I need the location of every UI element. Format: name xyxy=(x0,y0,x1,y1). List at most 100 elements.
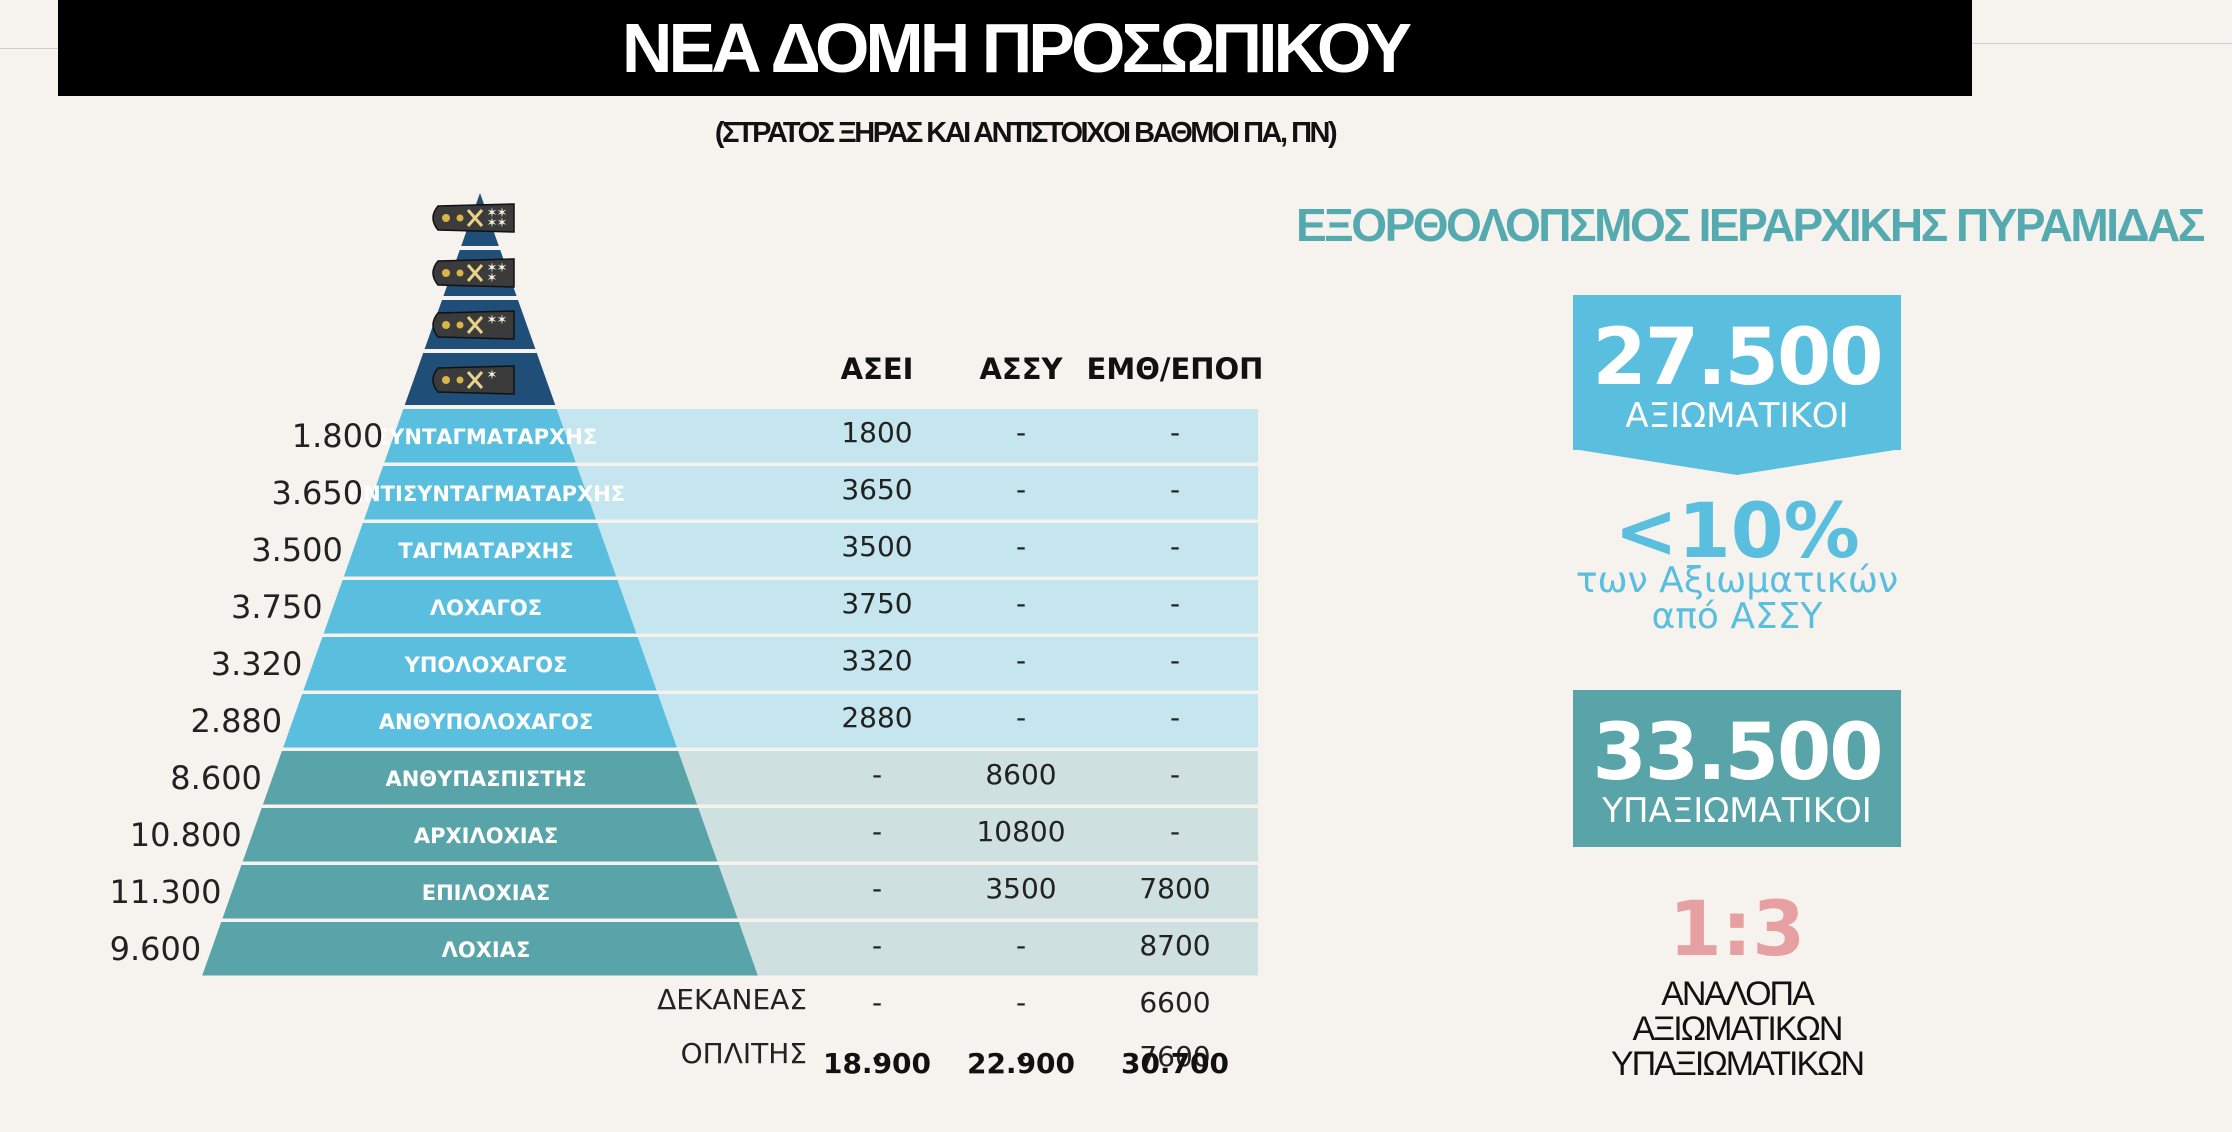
pyramid-tier xyxy=(323,580,637,634)
table-cell: 7800 xyxy=(1139,872,1211,905)
table-cell: 7600 xyxy=(1139,1039,1211,1073)
column-total: 18.900 xyxy=(822,1047,932,1080)
assy-percentage-value: <10% xyxy=(1614,486,1860,575)
pyramid-tier xyxy=(283,694,677,748)
svg-text:✶: ✶ xyxy=(487,216,498,231)
pyramid-tier xyxy=(262,751,698,805)
table-cell: - xyxy=(1015,701,1027,734)
ratio-caption: ΑΝΑΛΟΠΑ ΑΞΙΩΜΑΤΙΚΩΝ ΥΠΑΞΙΩΜΑΤΙΚΩΝ xyxy=(1537,977,1937,1082)
pyramid-tier xyxy=(364,466,596,520)
top-right-rule xyxy=(1972,43,2232,44)
table-cell: - xyxy=(1015,416,1027,449)
ratio-value: 1:3 xyxy=(1668,884,1806,973)
nco-total-box: 33.500 ΥΠΑΞΙΩΜΑΤΙΚΟΙ xyxy=(1573,690,1901,847)
table-cell: - xyxy=(1169,530,1181,563)
svg-text:✶: ✶ xyxy=(497,261,508,276)
pyramid-tier xyxy=(202,922,758,976)
pyramid-tier xyxy=(303,637,657,691)
table-cell: - xyxy=(871,872,883,905)
header-assy: ΑΣΣΥ xyxy=(979,352,1063,386)
rank-label: ΛΟΧΑΓΟΣ xyxy=(430,596,542,620)
assy-caption-line-1: των Αξιωματικών xyxy=(1575,560,1899,601)
ratio-caption-line-1: ΑΝΑΛΟΠΑ xyxy=(1661,975,1815,1013)
page-title: ΝΕΑ ΔΟΜΗ ΠΡΟΣΩΠΙΚΟΥ xyxy=(58,0,1972,96)
column-total: 22.900 xyxy=(966,1047,1076,1080)
table-cell: - xyxy=(1169,758,1181,791)
rank-label: ΥΠΟΛΟΧΑΓΟΣ xyxy=(404,653,568,677)
table-cell: - xyxy=(871,1039,883,1073)
table-cell: - xyxy=(1015,473,1027,506)
hierarchy-pyramid: ✶ ✶✶ ✶✶ ✶✶✶ ✶✶ ΣΥΝΤΑΓΜΑΤΑΡΧΗΣ1.800ΑΝΤΙΣΥΝΤΑΓ… xyxy=(109,193,1258,976)
table-cell: - xyxy=(1015,644,1027,677)
rank-count: 9.600 xyxy=(110,930,202,968)
general-one-star-shoulder-board-icon: ✶ xyxy=(432,365,515,395)
table-cell: - xyxy=(871,929,883,962)
rank-label: ΣΥΝΤΑΓΜΑΤΑΡΧΗΣ xyxy=(375,425,597,449)
officers-total-value: 27.500 xyxy=(1592,313,1884,403)
table-cell: 3320 xyxy=(841,644,913,677)
officers-box-pointer xyxy=(1573,449,1901,475)
table-cell: 10800 xyxy=(976,815,1066,848)
rank-label: ΑΝΘΥΠΟΛΟΧΑΓΟΣ xyxy=(379,710,593,734)
table-cell: - xyxy=(871,986,883,1019)
ratio-caption-line-3: ΥΠΑΞΙΩΜΑΤΙΚΩΝ xyxy=(1610,1045,1865,1083)
table-cell: 3750 xyxy=(841,587,913,620)
table-cell: 3650 xyxy=(841,473,913,506)
table-cell: - xyxy=(1169,644,1181,677)
rank-count: 1.800 xyxy=(292,417,384,455)
header-emth-epop: ΕΜΘ/ΕΠΟΠ xyxy=(1086,352,1264,386)
table-cell: 8700 xyxy=(1139,929,1211,962)
rank-label: ΑΝΤΙΣΥΝΤΑΓΜΑΤΑΡΧΗΣ xyxy=(347,482,625,506)
rank-label: ΛΟΧΙΑΣ xyxy=(442,938,531,962)
table-cell: - xyxy=(1169,701,1181,734)
rank-label: ΤΑΓΜΑΤΑΡΧΗΣ xyxy=(398,539,573,563)
officers-total-label: ΑΞΙΩΜΑΤΙΚΟΙ xyxy=(1625,396,1849,436)
pyramid-tier xyxy=(222,865,738,919)
general-ranks-layer: ✶ ✶✶ ✶✶ ✶✶✶ ✶✶ xyxy=(404,193,556,405)
rank-count: 3.500 xyxy=(251,531,343,569)
svg-text:✶: ✶ xyxy=(487,271,498,286)
table-row-band xyxy=(480,466,1258,520)
table-cell: 2880 xyxy=(841,701,913,734)
general-two-star-shoulder-board-icon: ✶ ✶ xyxy=(432,310,515,340)
right-panel-title: ΕΞΟΡΘΟΛΟΠΣΜΟΣ ΙΕΡΑΡΧΙΚΗΣ ΠΥΡΑΜΙΔΑΣ xyxy=(1296,199,2205,251)
table-cell: - xyxy=(871,758,883,791)
table-cell: - xyxy=(1169,416,1181,449)
table-cell: - xyxy=(1015,986,1027,1019)
assy-percentage-caption: των Αξιωματικών από ΑΣΣΥ xyxy=(1537,563,1937,635)
page-subtitle: (ΣΤΡΑΤΟΣ ΞΗΡΑΣ ΚΑΙ ΑΝΤΙΣΤΟΙΧΟΙ ΒΑΘΜΟΙ ΠΑ… xyxy=(714,117,1338,149)
general-four-star-shoulder-board-icon: ✶ ✶✶ ✶ xyxy=(432,203,515,233)
pyramid-tier xyxy=(343,523,617,577)
table-cell: - xyxy=(1015,1039,1027,1073)
pyramid-tier xyxy=(242,808,718,862)
rank-count: 3.750 xyxy=(231,588,323,626)
table-cell: - xyxy=(1169,473,1181,506)
rank-count: 3.650 xyxy=(271,474,363,512)
ratio-caption-line-2: ΑΞΙΩΜΑΤΙΚΩΝ xyxy=(1632,1010,1844,1048)
rank-label: ΑΝΘΥΠΑΣΠΙΣΤΗΣ xyxy=(385,767,586,791)
table-cell: - xyxy=(1015,530,1027,563)
svg-text:✶: ✶ xyxy=(487,206,498,221)
table-cell: 3500 xyxy=(841,530,913,563)
nco-total-value: 33.500 xyxy=(1592,708,1884,798)
officers-total-box: 27.500 ΑΞΙΩΜΑΤΙΚΟΙ xyxy=(1573,295,1901,450)
rank-count: 8.600 xyxy=(170,759,262,797)
rank-count: 2.880 xyxy=(191,702,283,740)
rank-label: ΕΠΙΛΟΧΙΑΣ xyxy=(422,881,550,905)
svg-text:✶: ✶ xyxy=(487,368,498,383)
rank-count: 11.300 xyxy=(109,873,221,911)
table-cell: 1800 xyxy=(841,416,913,449)
pyramid-tier xyxy=(384,409,576,463)
svg-text:✶: ✶ xyxy=(497,216,508,231)
extra-rank-label: ΟΠΛΙΤΗΣ xyxy=(680,1036,807,1070)
table-row-band xyxy=(480,409,1258,463)
rank-label: ΑΡΧΙΛΟΧΙΑΣ xyxy=(414,824,558,848)
table-cell: 3500 xyxy=(985,872,1057,905)
top-left-rule xyxy=(0,48,58,49)
table-cell: 6600 xyxy=(1139,986,1211,1019)
svg-text:✶: ✶ xyxy=(497,313,508,328)
nco-total-label: ΥΠΑΞΙΩΜΑΤΙΚΟΙ xyxy=(1602,791,1872,831)
svg-text:✶: ✶ xyxy=(487,261,498,276)
table-cell: - xyxy=(1015,929,1027,962)
